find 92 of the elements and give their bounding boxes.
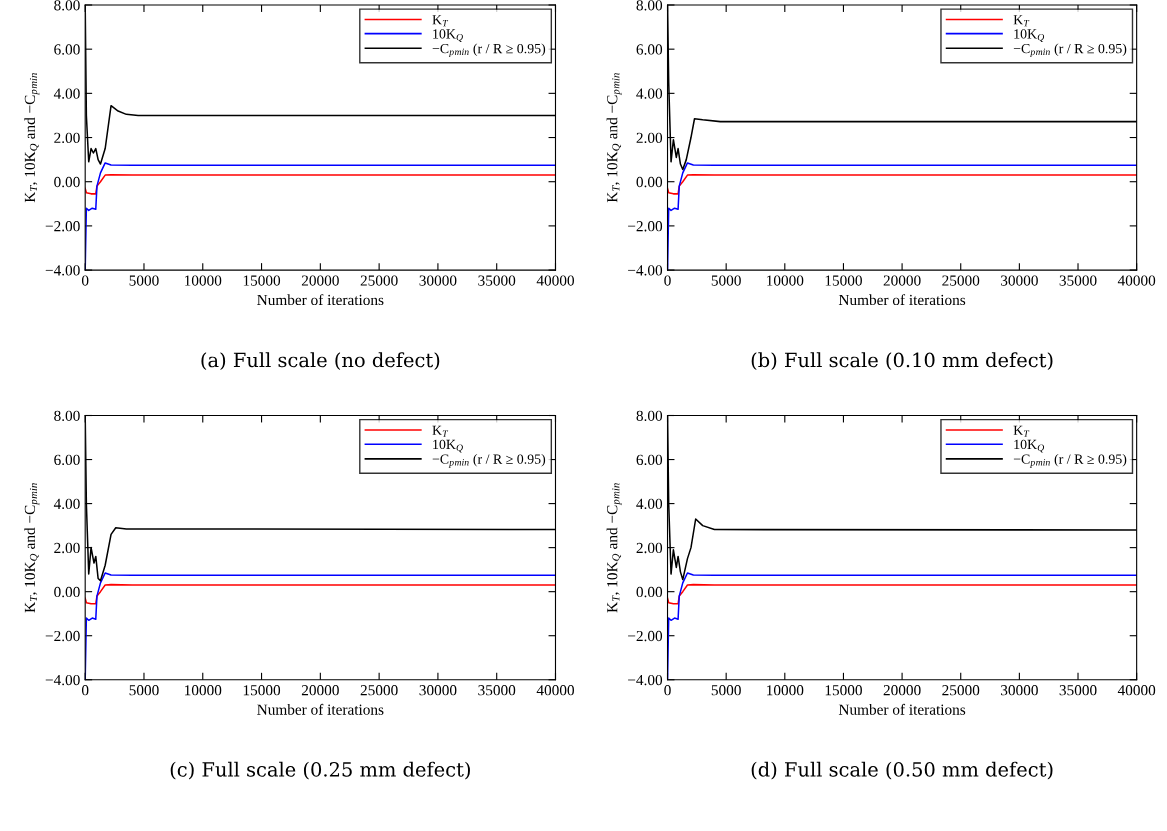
y-tick-label: 8.00 [636,410,663,422]
y-tick-label: 0.00 [636,586,663,598]
x-tick-label: 20000 [883,685,921,696]
y-tick-label: 8.00 [636,0,663,11]
y-tick-label: 4.00 [53,498,80,510]
x-axis-title: Number of iterations [257,703,384,715]
x-tick-label: 35000 [478,275,516,286]
line-series [85,583,556,605]
legend-label: 10K$_{Q}$ [1014,439,1045,453]
x-tick-label: 25000 [360,685,398,696]
x-tick-label: 0 [664,685,671,696]
y-tick-label: −4.00 [628,674,663,686]
text: (d) Full scale (0.50 mm defect) [751,761,1053,780]
x-tick-label: 5000 [129,275,159,286]
legend-label: −C$_{pmin}$ (r / R ≥ 0.95) [432,454,546,468]
y-tick-label: 2.00 [54,542,80,554]
x-tick-label: 30000 [419,275,457,286]
x-tick-label: 5000 [129,685,159,696]
x-tick-label: 0 [664,275,671,286]
y-tick-label: −2.00 [45,630,80,642]
y-tick-label: 8.00 [54,410,80,422]
x-tick-label: 25000 [360,275,398,286]
legend-label: K$_{T}$ [1013,425,1030,437]
x-tick-label: 35000 [1059,685,1097,696]
legend-label: −C$_{pmin}$ (r / R ≥ 0.95) [432,43,546,58]
legend-label: K$_{T}$ [432,15,449,27]
y-tick-label: 2.00 [636,542,663,554]
x-tick-label: 20000 [883,275,921,286]
x-tick-label: 5000 [711,685,741,696]
x-tick-label: 30000 [419,685,457,696]
x-tick-label: 15000 [825,685,862,696]
y-tick-label: −2.00 [45,221,80,232]
y-tick-label: 6.00 [636,44,663,55]
line-series [85,173,556,195]
y-tick-label: 4.00 [636,88,663,99]
x-tick-label: 10000 [185,275,222,286]
x-tick-label: 40000 [536,275,575,286]
text: (b) Full scale (0.10 mm defect) [751,352,1053,371]
x-tick-label: 10000 [767,685,804,696]
legend-label: 10K$_{Q}$ [433,29,463,42]
y-tick-label: 0.00 [54,176,80,188]
y-tick-label: 0.00 [636,176,663,188]
y-tick-label: 2.00 [54,132,80,144]
x-tick-label: 35000 [1059,275,1097,286]
x-tick-label: 15000 [243,685,281,696]
y-axis-title: K$_{T}$, 10K$_{Q}$ and −C$_{pmin}$ [606,483,622,613]
legend-label: −C$_{pmin}$ (r / R ≥ 0.95) [1013,454,1127,468]
legend-label: K$_{T}$ [432,425,449,437]
x-axis-title: Number of iterations [257,294,384,306]
y-axis-title: K$_{T}$, 10K$_{Q}$ and −C$_{pmin}$ [606,73,622,203]
y-tick-label: 6.00 [54,44,80,55]
x-tick-label: 40000 [536,685,575,696]
x-tick-label: 30000 [1001,685,1038,696]
line-series [667,173,1137,195]
x-tick-label: 40000 [1117,275,1156,286]
x-tick-label: 35000 [478,685,516,696]
y-tick-label: 6.00 [54,454,80,466]
x-tick-label: 15000 [825,275,862,286]
line-series [667,583,1137,605]
x-tick-label: 0 [81,275,89,286]
x-axis-title: Number of iterations [838,294,966,306]
x-tick-label: 5000 [711,275,741,286]
y-tick-label: 4.00 [636,498,663,510]
x-tick-label: 10000 [767,275,804,286]
text: (c) Full scale (0.25 mm defect) [170,761,470,780]
x-tick-label: 10000 [185,685,222,696]
y-tick-label: 8.00 [54,0,80,11]
y-axis-title: K$_{T}$, 10K$_{Q}$ and −C$_{pmin}$ [24,73,40,203]
y-tick-label: −2.00 [628,221,663,232]
legend-label: K$_{T}$ [1013,15,1030,27]
x-axis-title: Number of iterations [838,703,966,715]
x-tick-label: 25000 [942,275,980,286]
x-tick-label: 20000 [301,275,339,286]
legend-label: 10K$_{Q}$ [1014,29,1045,42]
text: (a) Full scale (no defect) [201,352,440,371]
y-tick-label: 6.00 [636,454,663,466]
x-tick-label: 25000 [942,685,980,696]
y-tick-label: −2.00 [628,630,663,642]
y-tick-label: −4.00 [45,265,80,276]
x-tick-label: 20000 [301,685,339,696]
legend-label: 10K$_{Q}$ [433,439,463,453]
y-tick-label: −4.00 [628,265,663,276]
y-tick-label: 2.00 [636,132,663,144]
y-tick-label: −4.00 [45,674,80,686]
x-tick-label: 0 [81,685,89,696]
y-axis-title: K$_{T}$, 10K$_{Q}$ and −C$_{pmin}$ [24,483,40,613]
legend-label: −C$_{pmin}$ (r / R ≥ 0.95) [1013,43,1127,58]
y-tick-label: 0.00 [54,586,80,598]
x-tick-label: 15000 [243,275,281,286]
x-tick-label: 40000 [1117,685,1156,696]
x-tick-label: 30000 [1001,275,1038,286]
y-tick-label: 4.00 [53,88,80,99]
